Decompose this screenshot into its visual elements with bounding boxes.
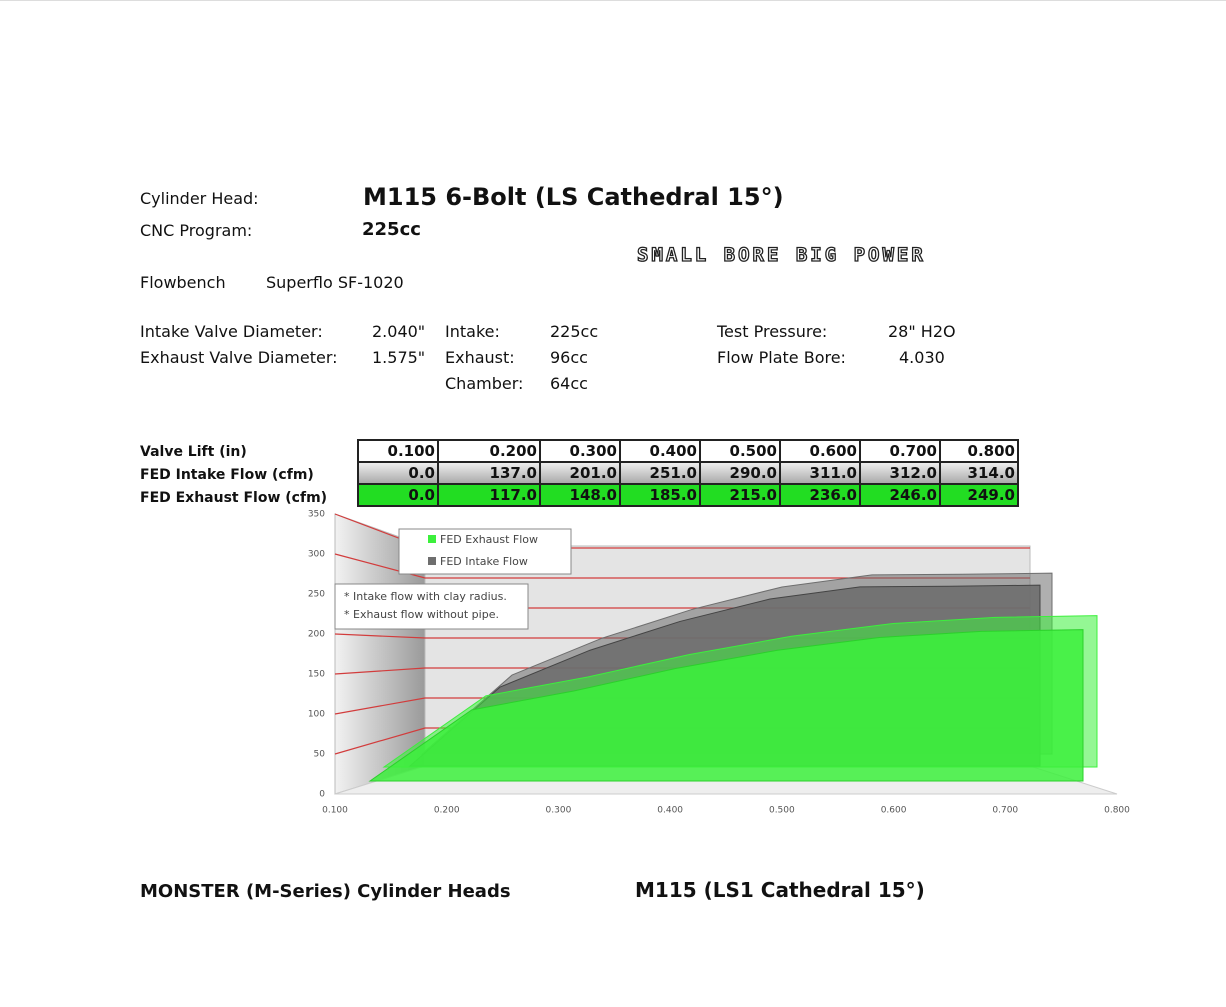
spec-label: Exhaust: (445, 348, 515, 367)
slogan: SMALL BORE BIG POWER (636, 244, 926, 266)
head-title: M115 6-Bolt (LS Cathedral 15°) (363, 183, 784, 211)
table-cell: 314.0 (939, 461, 1019, 485)
spec-label: Intake: (445, 322, 500, 341)
spec-label: Intake Valve Diameter: (140, 322, 323, 341)
y-tick-label: 100 (308, 710, 325, 720)
spec-label: Flow Plate Bore: (717, 348, 846, 367)
label: CNC Program: (140, 221, 253, 240)
flow-table: 0.100 0.200 0.300 0.400 0.500 0.600 0.700 0.800… (357, 439, 1019, 507)
spec-label: Chamber: (445, 374, 524, 393)
y-tick-label: 200 (308, 630, 325, 640)
spec-label: Test Pressure: (717, 322, 828, 341)
table-cell: 251.0 (619, 461, 701, 485)
table-cell: 236.0 (779, 483, 861, 507)
area (368, 629, 1084, 782)
table-cell: 201.0 (539, 461, 621, 485)
y-tick-label: 50 (314, 750, 326, 760)
y-tick-label: 250 (308, 590, 325, 600)
table-cell: 0.300 (539, 439, 621, 463)
table-cell: 0.200 (437, 439, 541, 463)
x-tick-label: 0.800 (1104, 806, 1130, 816)
row-label: Valve Lift (in) (140, 444, 247, 460)
x-tick-label: 0.400 (657, 806, 683, 816)
x-tick-label: 0.700 (992, 806, 1018, 816)
table-cell: 117.0 (437, 483, 541, 507)
table-cell: 290.0 (699, 461, 781, 485)
table-row: 0.0 117.0 148.0 185.0 215.0 236.0 246.0 249.0 (357, 483, 1019, 507)
y-tick-label: 300 (308, 550, 325, 560)
spec-value: 28" H2O (888, 322, 956, 341)
y-tick-label: 350 (308, 510, 325, 520)
table-cell: 246.0 (859, 483, 941, 507)
x-tick-label: 0.500 (769, 806, 795, 816)
label: Flowbench (140, 273, 226, 292)
table-cell: 311.0 (779, 461, 861, 485)
table-cell: 137.0 (437, 461, 541, 485)
x-tick-label: 0.600 (881, 806, 907, 816)
spec-label: Exhaust Valve Diameter: (140, 348, 338, 367)
table-cell: 0.0 (357, 483, 439, 507)
spec-value: 225cc (550, 322, 599, 341)
label: Cylinder Head: (140, 189, 259, 208)
row-label: FED Intake Flow (cfm) (140, 467, 314, 483)
spec-value: 1.575" (372, 348, 426, 367)
table-cell: 0.400 (619, 439, 701, 463)
annotation: * Intake flow with clay radius. (344, 590, 507, 603)
table-cell: 249.0 (939, 483, 1019, 507)
table-cell: 0.500 (699, 439, 781, 463)
annotation: * Exhaust flow without pipe. (344, 608, 499, 621)
y-tick-label: 0 (319, 790, 325, 800)
table-cell: 0.800 (939, 439, 1019, 463)
spec-value: 64cc (550, 374, 588, 393)
table-cell: 0.0 (357, 461, 439, 485)
x-tick-label: 0.200 (434, 806, 460, 816)
legend-label: FED Intake Flow (440, 555, 528, 568)
x-tick-label: 0.300 (546, 806, 572, 816)
legend-box (398, 528, 572, 575)
row-label: FED Exhaust Flow (cfm) (140, 490, 328, 506)
grid-line (334, 553, 1030, 579)
legend-label: FED Exhaust Flow (440, 533, 538, 546)
note-box (334, 583, 529, 630)
table-cell: 312.0 (859, 461, 941, 485)
spec-value: 4.030 (899, 348, 945, 367)
table-cell: 215.0 (699, 483, 781, 507)
y-tick-label: 150 (308, 670, 325, 680)
table-row: 0.0 137.0 201.0 251.0 290.0 311.0 312.0 314.0 (357, 461, 1019, 485)
value: 225cc (362, 219, 421, 240)
table-cell: 0.600 (779, 439, 861, 463)
value: Superflo SF-1020 (266, 273, 404, 292)
table-row: 0.100 0.200 0.300 0.400 0.500 0.600 0.700 0.800 (357, 439, 1019, 463)
spec-value: 96cc (550, 348, 588, 367)
x-tick-label: 0.100 (322, 806, 348, 816)
footer-right: M115 (LS1 Cathedral 15°) (635, 878, 925, 902)
table-cell: 148.0 (539, 483, 621, 507)
table-cell: 0.700 (859, 439, 941, 463)
legend-swatch (428, 535, 436, 543)
legend-swatch (428, 557, 436, 565)
spec-value: 2.040" (372, 322, 426, 341)
table-cell: 0.100 (357, 439, 439, 463)
footer-left: MONSTER (M-Series) Cylinder Heads (140, 881, 511, 902)
table-cell: 185.0 (619, 483, 701, 507)
